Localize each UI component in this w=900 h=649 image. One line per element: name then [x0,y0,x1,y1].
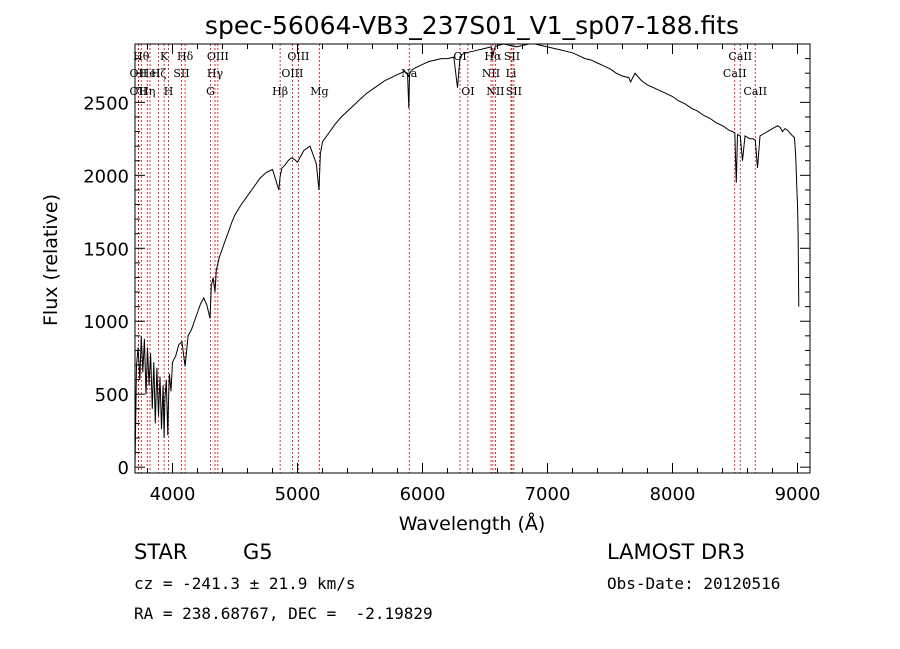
x-tick-label: 5000 [275,484,321,505]
line-marker-label: Hη [139,85,155,98]
plot-frame [134,43,811,474]
line-marker-label: Hα [484,50,502,63]
axis-ticks: 4000 5000 6000 7000 8000 9000 0 500 1000 1500 2000… [83,44,820,505]
y-tick-label: 1500 [83,239,129,260]
line-marker-label: CaII [743,85,767,98]
line-marker-label: Hζ [151,67,167,80]
y-tick-label: 2000 [83,166,129,187]
line-marker-labels: HθOIIOIIHηHeIHζKHSIIHδGHγOIIIHβOIIIOIIIM… [130,50,768,98]
spectrum-line [134,43,800,468]
line-marker-label: K [160,50,169,63]
line-marker-label: OI [461,85,474,98]
line-marker-label: OII [130,85,148,98]
line-marker-label: Hγ [207,67,224,80]
line-marker-label: CaII [723,67,747,80]
line-marker-label: NII [482,67,500,80]
line-marker-label: Hδ [177,50,194,63]
spectral-subclass: G5 [243,540,273,564]
survey-name: LAMOST DR3 [607,540,746,564]
x-tick-label: 7000 [525,484,571,505]
y-tick-label: 2500 [83,93,129,114]
line-marker-label: G [206,85,215,98]
y-tick-label: 500 [95,385,129,406]
y-tick-label: 0 [118,458,129,479]
line-marker-label: SII [173,67,189,80]
observation-date: Obs-Date: 20120516 [607,574,781,593]
x-tick-label: 8000 [650,484,696,505]
x-tick-label: 9000 [775,484,821,505]
x-tick-label: 4000 [150,484,196,505]
line-markers [137,44,756,473]
line-marker-label: Hβ [272,85,288,98]
line-marker-label: HeI [140,67,160,80]
y-tick-label: 1000 [83,312,129,333]
x-axis-label: Wavelength (Å) [399,512,546,535]
line-marker-label: OIII [281,67,303,80]
line-marker-label: NII [486,85,504,98]
y-axis-label: Flux (relative) [40,194,62,326]
line-marker-label: H [164,85,174,98]
chart-title: spec-56064-VB3_237S01_V1_sp07-188.fits [205,11,739,40]
line-marker-label: OIII [207,50,229,63]
line-marker-label: OIII [287,50,309,63]
line-marker-label: CaII [728,50,752,63]
sky-coordinates: RA = 238.68767, DEC = -2.19829 [134,604,433,623]
star-class: STAR [134,540,188,564]
redshift-velocity: cz = -241.3 ± 21.9 km/s [134,574,356,593]
line-marker-label: Li [506,67,517,80]
x-tick-label: 6000 [400,484,446,505]
line-marker-label: SII [506,85,522,98]
line-marker-label: Mg [310,85,328,98]
line-marker-label: SII [504,50,520,63]
line-marker-label: Hθ [133,50,150,63]
